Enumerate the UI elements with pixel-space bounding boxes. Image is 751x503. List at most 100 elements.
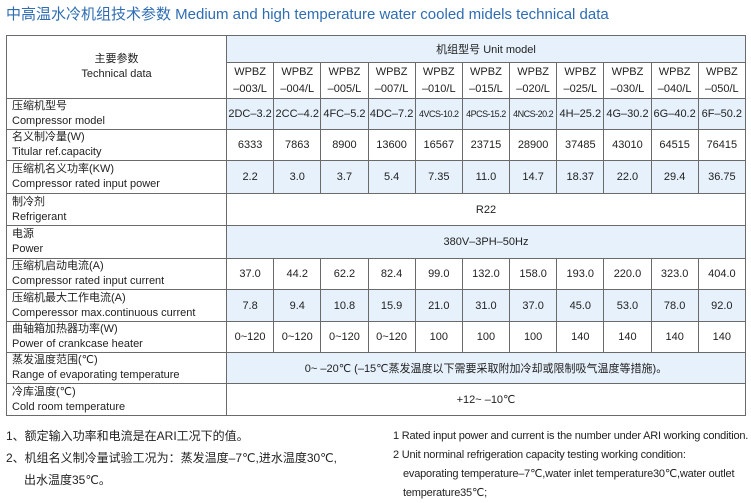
row-label-en: Compressor model [12, 115, 105, 127]
cell-value: 37.0 [225, 258, 275, 290]
cell-value: 9.4 [273, 289, 322, 322]
model-header: WPBZ –015/L [461, 62, 511, 99]
cell-value: 3.7 [320, 160, 369, 194]
cell-value: 45.0 [556, 289, 605, 322]
cell-value: 36.75 [697, 160, 747, 194]
spec-table: 主要参数 Technical data 机组型号 Unit model WPBZ –0… [6, 35, 747, 416]
cell-value: 31.0 [461, 289, 511, 322]
cell-value: 62.2 [320, 258, 369, 290]
model-header: WPBZ –030/L [603, 62, 652, 99]
row-label-en: Cold room temperature [12, 400, 126, 413]
cell-value: 7.8 [225, 289, 275, 322]
cell-value: 404.0 [697, 258, 747, 290]
cell-value: 100 [461, 321, 511, 353]
row-label-cn: 压缩机型号 [12, 100, 67, 112]
cell-value: 4G–30.2 [603, 98, 652, 130]
row-label: 蒸发温度范围(℃) Range of evaporating temperatur… [6, 352, 227, 384]
cell-value: 3.0 [273, 160, 322, 194]
row-label-en: Power [12, 243, 44, 255]
row-label-cn: 压缩机最大工作电流(A) [12, 291, 126, 304]
cell-value: 2DC–3.2 [225, 98, 275, 130]
row-label: 名义制冷量(W) Titular ref.capacity [6, 129, 227, 161]
cell-value: 22.0 [603, 160, 652, 194]
cell-value: 132.0 [461, 258, 511, 290]
row-label-en: Range of evaporating temperature [12, 369, 180, 381]
cell-value: 193.0 [556, 258, 605, 290]
table-row: 冷库温度(℃) Cold room temperature +12~ –10℃ [6, 383, 746, 416]
cell-value: 100 [414, 321, 463, 353]
cell-value: 0~120 [367, 321, 416, 353]
cell-value: 6333 [225, 129, 275, 161]
row-label: 制冷剂 Refrigerant [6, 193, 227, 226]
cell-value: 82.4 [367, 258, 416, 290]
cell-value: 2CC–4.2 [273, 98, 322, 130]
cell-value: 140 [603, 321, 652, 353]
row-label-en: Compressor rated input power [12, 178, 160, 190]
cell-value: 44.2 [273, 258, 322, 290]
row-value: 0~ –20℃ (–15℃蒸发温度以下需要采取附加冷却或限制吸气温度等措施)。 [226, 352, 746, 384]
table-row: 曲轴箱加热器功率(W) Power of crankcase heater 0~12… [6, 321, 747, 353]
model-header: WPBZ –004/L [273, 62, 322, 99]
cell-value: 4FC–5.2 [320, 98, 369, 130]
cell-value: 37485 [556, 129, 605, 161]
row-label-en: Refrigerant [12, 210, 67, 223]
cell-value: 0~120 [320, 321, 369, 353]
cell-value: 13600 [367, 129, 416, 161]
cell-value: 323.0 [650, 258, 699, 290]
param-header: 主要参数 Technical data [6, 35, 227, 99]
table-row: 制冷剂 Refrigerant R22 [6, 193, 746, 226]
table-row: 压缩机最大工作电流(A) Comperessor max.continuous c… [6, 289, 747, 322]
cell-value: 21.0 [414, 289, 463, 322]
cell-value: 64515 [650, 129, 699, 161]
row-label: 压缩机名义功率(KW) Compressor rated input power [6, 160, 227, 194]
model-header: WPBZ –020/L [509, 62, 558, 99]
model-header: WPBZ –007/L [367, 62, 416, 99]
model-header: WPBZ –005/L [320, 62, 369, 99]
row-label-cn: 曲轴箱加热器功率(W) [12, 323, 118, 335]
cell-value: 78.0 [650, 289, 699, 322]
cell-value: 43010 [603, 129, 652, 161]
unit-model-header: 机组型号 Unit model [226, 35, 746, 63]
model-header: WPBZ –025/L [556, 62, 605, 99]
cell-value: 0~120 [225, 321, 275, 353]
model-header: WPBZ –050/L [697, 62, 747, 99]
cell-value: 4PCS-15.2 [461, 98, 511, 130]
cell-value: 140 [556, 321, 605, 353]
cell-value: 14.7 [509, 160, 558, 194]
row-label: 压缩机启动电流(A) Compressor rated input current [6, 258, 227, 290]
cell-value: 4VCS-10.2 [414, 98, 463, 130]
model-header: WPBZ –010/L [414, 62, 463, 99]
cell-value: 11.0 [461, 160, 511, 194]
row-value: R22 [226, 193, 746, 226]
row-value: +12~ –10℃ [226, 383, 746, 416]
cell-value: 4DC–7.2 [367, 98, 416, 130]
cell-value: 92.0 [697, 289, 747, 322]
cell-value: 76415 [697, 129, 747, 161]
cell-value: 16567 [414, 129, 463, 161]
cell-value: 18.37 [556, 160, 605, 194]
cell-value: 7.35 [414, 160, 463, 194]
cell-value: 4NCS-20.2 [509, 98, 558, 130]
note-cn-1: 1、额定输入功率和电流是在ARI工况下的值。 [6, 429, 249, 443]
cell-value: 4H–25.2 [556, 98, 605, 130]
cell-value: 23715 [461, 129, 511, 161]
param-header-cn: 主要参数 [94, 53, 139, 65]
note-cn-3: 出水温度35℃。 [24, 473, 111, 487]
row-label-cn: 冷库温度(℃) [12, 385, 76, 398]
param-header-en: Technical data [81, 68, 152, 80]
note-en-1: 1 Rated input power and current is the n… [393, 430, 749, 442]
cell-value: 6F–50.2 [697, 98, 747, 130]
row-label-en: Comperessor max.continuous current [12, 306, 196, 319]
table-row: 压缩机启动电流(A) Compressor rated input current… [6, 258, 747, 290]
note-cn-2: 2、机组名义制冷量试验工况为：蒸发温度–7℃,进水温度30℃, [6, 451, 337, 465]
row-label-cn: 名义制冷量(W) [12, 131, 85, 143]
cell-value: 140 [697, 321, 747, 353]
cell-value: 37.0 [509, 289, 558, 322]
row-label-en: Titular ref.capacity [12, 146, 102, 158]
cell-value: 2.2 [225, 160, 275, 194]
row-label-en: Power of crankcase heater [12, 338, 143, 350]
model-header: WPBZ –040/L [650, 62, 699, 99]
note-en-2: 2 Unit norminal refrigeration capacity t… [393, 449, 686, 461]
cell-value: 140 [650, 321, 699, 353]
cell-value: 15.9 [367, 289, 416, 322]
